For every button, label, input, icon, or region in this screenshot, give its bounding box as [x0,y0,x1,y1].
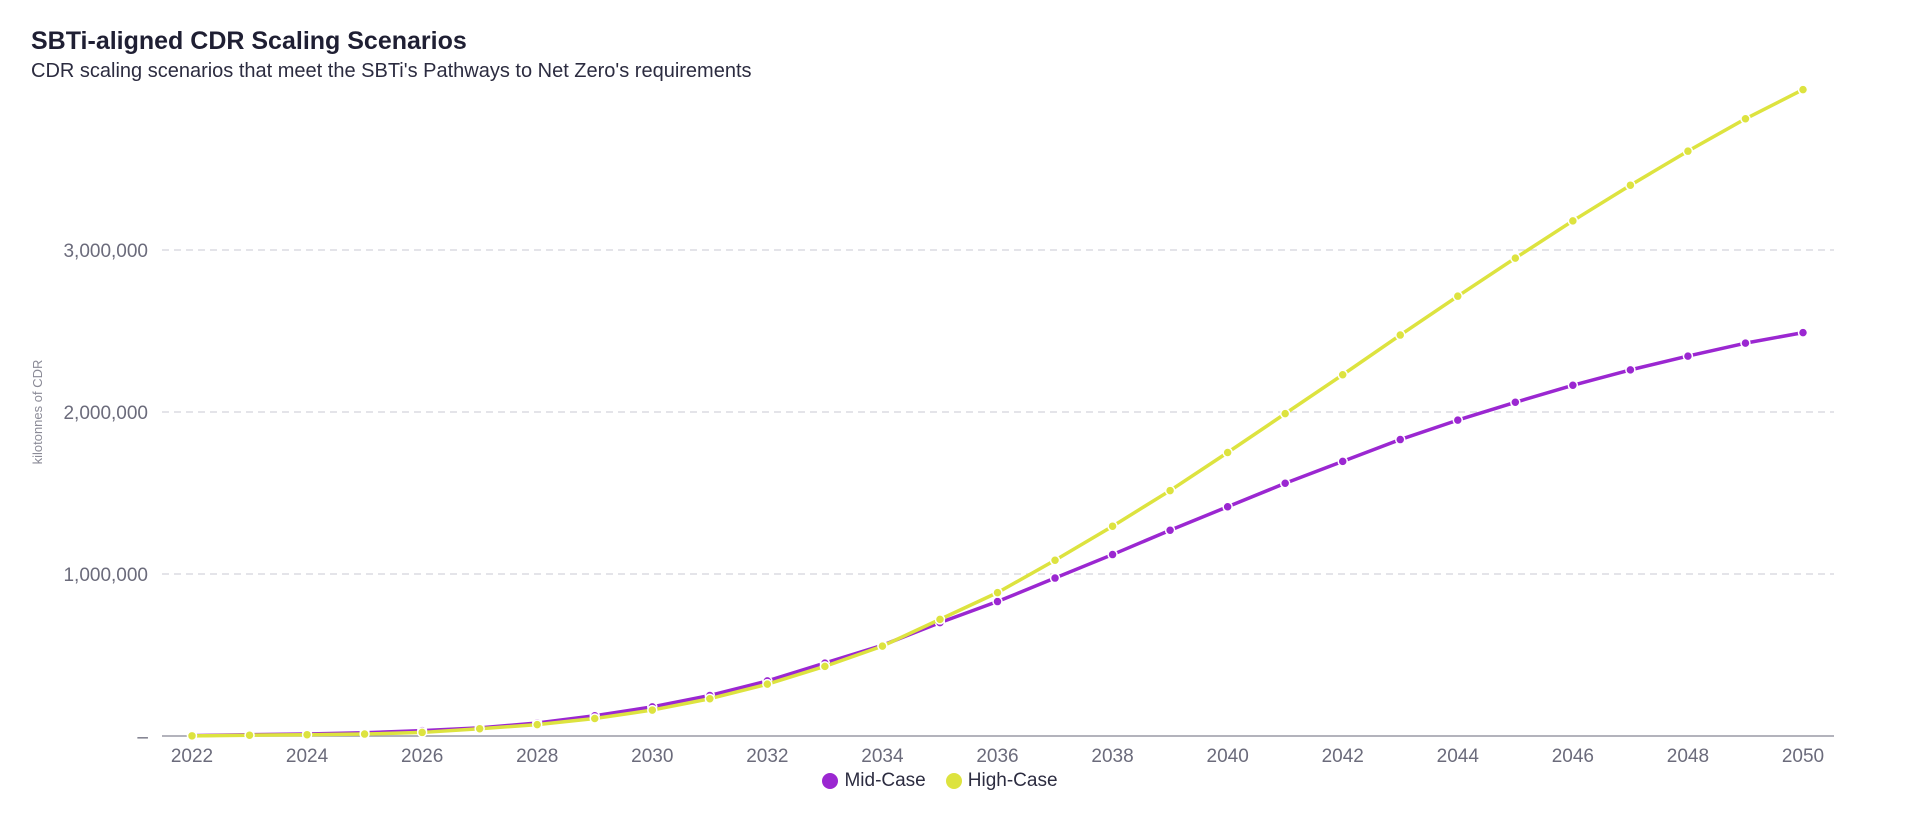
legend-item[interactable]: High-Case [945,770,1058,792]
legend-swatch-icon [822,773,839,789]
data-point[interactable] [1625,364,1636,376]
data-point[interactable] [1682,350,1694,362]
data-point[interactable] [1797,84,1809,95]
data-point[interactable] [1222,447,1233,458]
data-point[interactable] [647,704,658,716]
data-point[interactable] [1740,337,1751,349]
legend-swatch-icon [945,773,962,789]
data-point[interactable] [186,730,198,742]
legend: Mid-Case High-Case [0,770,1880,792]
data-point[interactable] [474,723,485,734]
data-point[interactable] [416,727,428,738]
data-point[interactable] [992,587,1003,598]
data-point[interactable] [1625,179,1636,191]
data-point[interactable] [1452,414,1464,426]
data-point[interactable] [762,678,773,690]
x-tick-label: 2024 [286,746,329,767]
data-point[interactable] [1279,408,1291,419]
x-tick-label: 2028 [516,746,558,767]
y-tick-label: 1,000,000 [63,565,148,586]
legend-item[interactable]: Mid-Case [822,770,926,792]
x-tick-label: 2038 [1091,746,1133,767]
data-point[interactable] [992,596,1003,607]
data-point[interactable] [877,640,888,652]
chart-header: SBTi-aligned CDR Scaling Scenarios CDR s… [31,26,752,84]
data-point[interactable] [1452,290,1464,302]
y-tick-label: – [137,727,148,748]
legend-label: Mid-Case [844,770,926,791]
series-line [190,330,1805,738]
data-point[interactable] [1395,434,1406,445]
x-tick-label: 2044 [1437,746,1480,767]
data-point[interactable] [589,713,600,724]
data-point[interactable] [1337,456,1348,467]
series-lines [186,84,1809,742]
x-tick-label: 2032 [746,746,788,767]
data-point[interactable] [531,719,543,730]
data-point[interactable] [1682,145,1694,157]
series-high-case [186,84,1809,742]
data-point[interactable] [1797,327,1809,338]
data-point[interactable] [704,693,716,704]
data-point[interactable] [1740,113,1751,125]
x-tick-label: 2042 [1322,746,1364,767]
x-tick-label: 2046 [1552,746,1594,767]
x-tick-label: 2030 [631,746,673,767]
x-tick-label: 2040 [1207,746,1249,767]
data-point[interactable] [819,661,831,672]
data-point[interactable] [1337,369,1348,380]
x-tick-label: 2036 [976,746,1018,767]
y-tick-label: 2,000,000 [63,403,148,424]
data-point[interactable] [244,729,255,741]
x-tick-label: 2050 [1782,746,1824,767]
series-mid-case [186,327,1809,741]
axes: – 1,000,000 2,000,000 3,000,000 2022 2024 2026… [63,241,1834,767]
series-line [190,87,1805,738]
y-tick-label: 3,000,000 [63,241,148,262]
data-point[interactable] [301,729,313,740]
data-point[interactable] [1510,252,1521,264]
data-point[interactable] [1107,549,1118,560]
data-point[interactable] [359,728,370,740]
data-point[interactable] [934,614,946,625]
legend-label: High-Case [967,770,1058,791]
grid-lines [162,249,1834,575]
data-point[interactable] [1164,485,1176,496]
x-tick-label: 2026 [401,746,443,767]
data-point[interactable] [1222,501,1233,513]
data-point[interactable] [1510,397,1521,408]
data-point[interactable] [1164,525,1176,536]
data-point[interactable] [1107,520,1118,532]
data-point[interactable] [1567,215,1579,227]
data-point[interactable] [1279,478,1291,489]
data-point[interactable] [1049,572,1061,584]
x-tick-label: 2022 [171,746,213,767]
data-point[interactable] [1395,329,1406,341]
data-point[interactable] [1567,380,1579,391]
y-axis-label: kilotonnes of CDR [30,360,45,465]
chart-subtitle: CDR scaling scenarios that meet the SBTi… [31,60,752,82]
x-tick-label: 2048 [1667,746,1709,767]
x-tick-label: 2034 [861,746,904,767]
data-point[interactable] [1049,554,1061,566]
chart-title: SBTi-aligned CDR Scaling Scenarios [31,27,467,55]
